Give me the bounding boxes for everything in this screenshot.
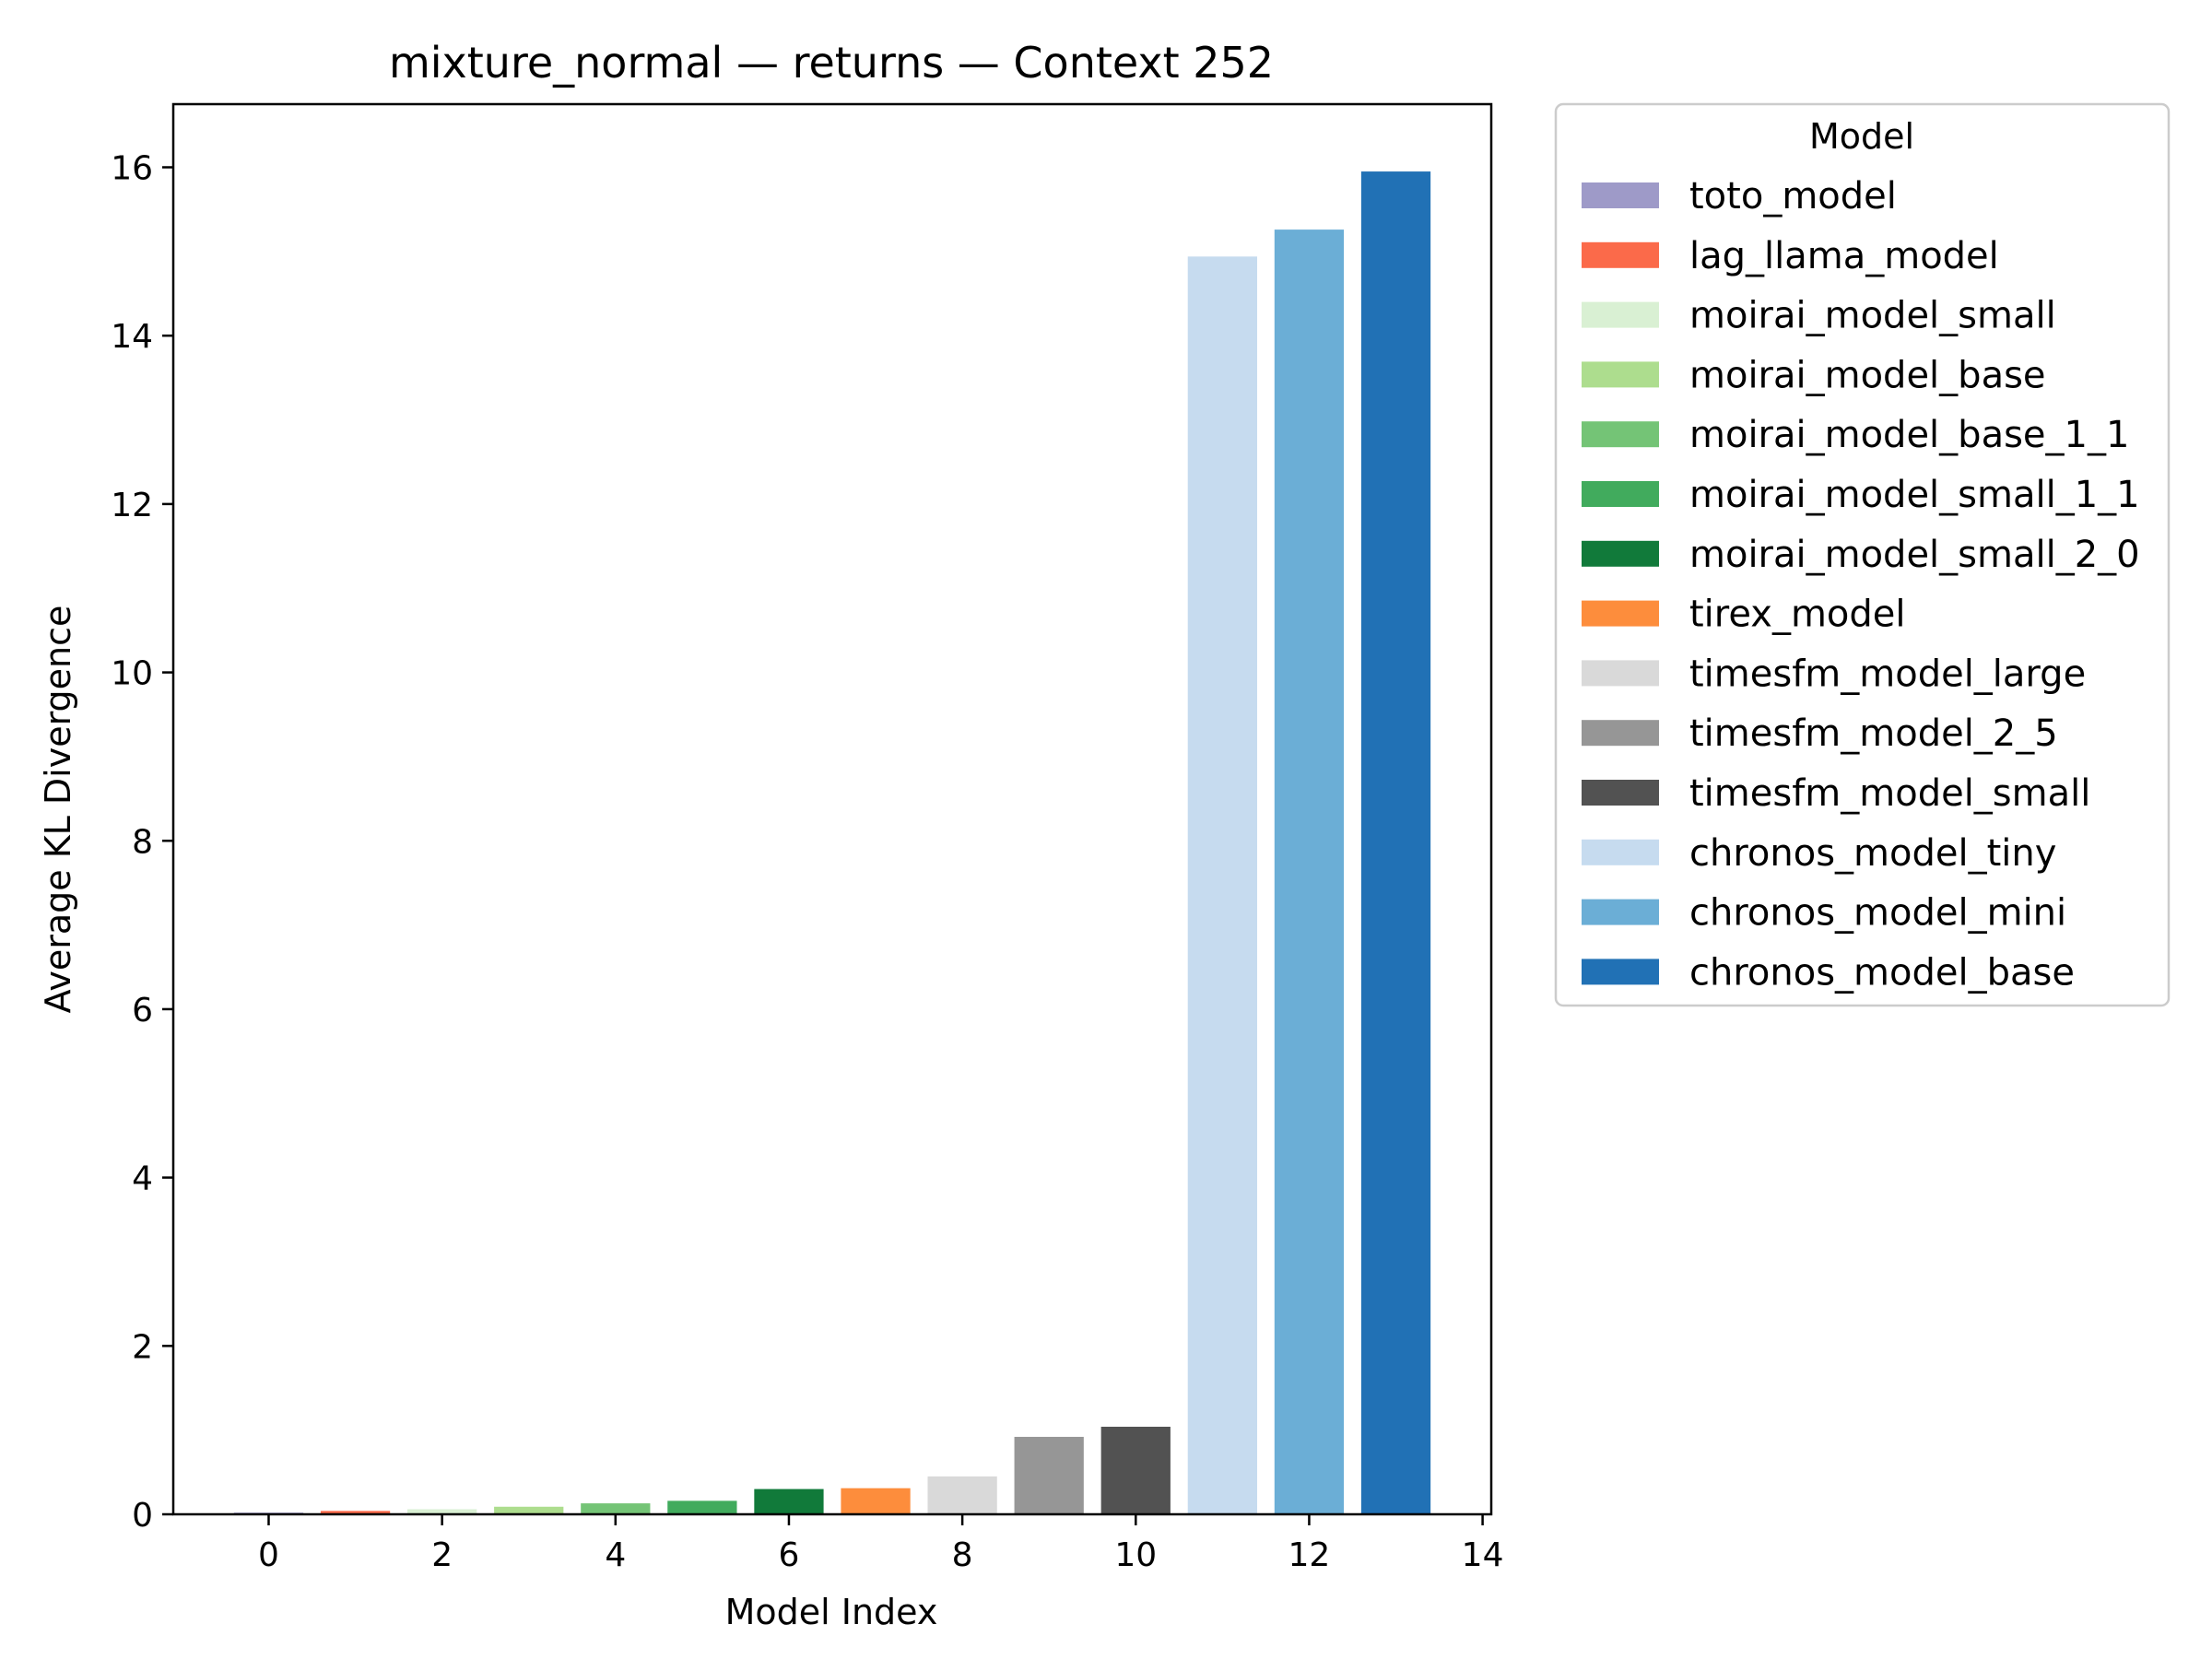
x-tick-label: 14 xyxy=(1462,1536,1504,1574)
bar-moirai_model_small_1_1 xyxy=(667,1500,737,1514)
bar-timesfm_model_2_5 xyxy=(1014,1436,1084,1514)
legend-label-lag_llama_model: lag_llama_model xyxy=(1689,235,1999,277)
y-axis-label: Average KL Divergence xyxy=(38,606,78,1014)
legend-label-chronos_model_tiny: chronos_model_tiny xyxy=(1689,832,2056,875)
x-tick-label: 12 xyxy=(1288,1536,1331,1574)
y-axis-ticks: 0 2 4 6 8 10 12 14 16 xyxy=(111,150,173,1535)
legend-swatch-chronos_model_tiny xyxy=(1582,839,1659,865)
legend-swatch-moirai_model_small xyxy=(1582,301,1659,328)
legend-swatch-moirai_model_small_1_1 xyxy=(1582,481,1659,507)
bar-lag_llama_model xyxy=(320,1511,391,1514)
legend-swatch-timesfm_model_2_5 xyxy=(1582,720,1659,747)
legend-label-tirex_model: tirex_model xyxy=(1689,594,1906,636)
legend-label-moirai_model_small_1_1: moirai_model_small_1_1 xyxy=(1689,474,2140,516)
x-tick-label: 10 xyxy=(1114,1536,1157,1574)
y-tick-label: 2 xyxy=(132,1328,153,1366)
legend-label-toto_model: toto_model xyxy=(1689,175,1897,218)
legend-swatch-toto_model xyxy=(1582,182,1659,208)
bar-chronos_model_base xyxy=(1360,171,1431,1515)
legend-swatch-chronos_model_base xyxy=(1582,959,1659,985)
x-tick-label: 8 xyxy=(952,1536,973,1574)
legend-swatch-chronos_model_mini xyxy=(1582,899,1659,925)
legend-label-moirai_model_base_1_1: moirai_model_base_1_1 xyxy=(1689,414,2129,456)
bar-chronos_model_mini xyxy=(1274,229,1345,1515)
legend-swatch-tirex_model xyxy=(1582,600,1659,627)
legend-items: toto_model lag_llama_model moirai_model_sm… xyxy=(1582,175,2140,994)
legend-swatch-timesfm_model_large xyxy=(1582,660,1659,687)
bar-timesfm_model_large xyxy=(927,1476,997,1514)
y-tick-label: 6 xyxy=(132,992,153,1030)
legend: Model toto_model lag_llama_model moirai_mo… xyxy=(1554,102,2171,1007)
legend-swatch-moirai_model_small_2_0 xyxy=(1582,540,1659,567)
y-tick-label: 16 xyxy=(111,150,153,188)
y-tick-label: 8 xyxy=(132,823,153,861)
legend-swatch-moirai_model_base_1_1 xyxy=(1582,421,1659,448)
x-axis-label: Model Index xyxy=(725,1592,938,1632)
x-axis-ticks: 0 2 4 6 8 10 12 14 xyxy=(258,1514,1503,1574)
legend-swatch-moirai_model_base xyxy=(1582,361,1659,388)
bar-moirai_model_small xyxy=(407,1509,477,1514)
legend-label-timesfm_model_small: timesfm_model_small xyxy=(1689,772,2090,815)
y-tick-label: 14 xyxy=(111,318,153,356)
legend-label-chronos_model_base: chronos_model_base xyxy=(1689,951,2075,994)
legend-label-timesfm_model_large: timesfm_model_large xyxy=(1689,653,2086,695)
legend-label-chronos_model_mini: chronos_model_mini xyxy=(1689,892,2066,935)
y-tick-label: 4 xyxy=(132,1160,153,1198)
legend-title: Model xyxy=(1809,116,1914,157)
plot-frame xyxy=(171,102,1493,1516)
bar-moirai_model_base xyxy=(494,1506,564,1514)
x-tick-label: 2 xyxy=(431,1536,453,1574)
bars-group xyxy=(233,171,1431,1515)
legend-box xyxy=(1554,102,2171,1007)
x-tick-label: 0 xyxy=(258,1536,279,1574)
bar-moirai_model_base_1_1 xyxy=(581,1503,651,1514)
y-tick-label: 0 xyxy=(132,1497,153,1535)
legend-label-moirai_model_base: moirai_model_base xyxy=(1689,354,2046,396)
legend-swatch-lag_llama_model xyxy=(1582,241,1659,268)
x-tick-label: 4 xyxy=(605,1536,626,1574)
bar-chronos_model_tiny xyxy=(1187,256,1257,1515)
chart-title: mixture_normal — returns — Context 252 xyxy=(389,38,1274,88)
legend-label-timesfm_model_2_5: timesfm_model_2_5 xyxy=(1689,712,2058,755)
x-tick-label: 6 xyxy=(779,1536,800,1574)
bar-timesfm_model_small xyxy=(1100,1427,1171,1514)
bar-tirex_model xyxy=(841,1488,911,1514)
y-tick-label: 10 xyxy=(111,655,153,693)
legend-swatch-timesfm_model_small xyxy=(1582,780,1659,806)
legend-label-moirai_model_small_2_0: moirai_model_small_2_0 xyxy=(1689,534,2140,576)
y-tick-label: 12 xyxy=(111,487,153,524)
legend-label-moirai_model_small: moirai_model_small xyxy=(1689,295,2056,337)
bar-moirai_model_small_2_0 xyxy=(754,1488,824,1514)
